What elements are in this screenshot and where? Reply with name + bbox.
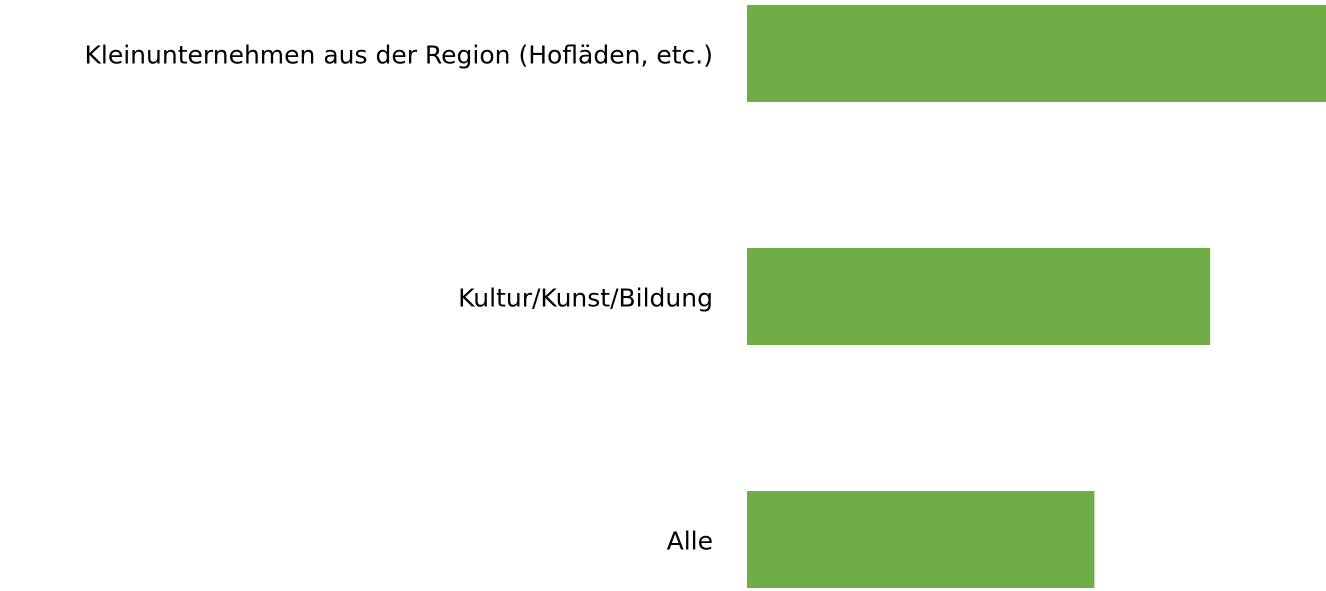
category-label: Alle: [667, 527, 713, 556]
bar: [747, 5, 1326, 102]
bar: [747, 491, 1095, 588]
category-label: Kultur/Kunst/Bildung: [458, 284, 713, 313]
bar: [747, 248, 1211, 345]
category-label: Kleinunternehmen aus der Region (Hofläde…: [85, 41, 714, 70]
